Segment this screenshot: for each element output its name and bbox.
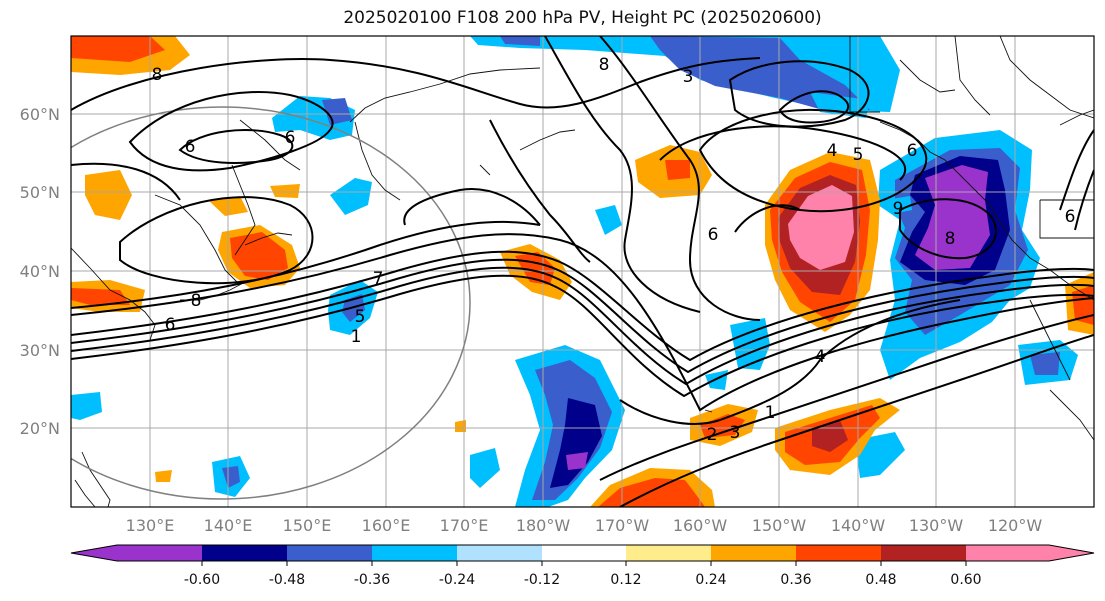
colorbar-swatch bbox=[626, 545, 711, 561]
lat-label: 40°N bbox=[20, 262, 60, 281]
colorbar-swatch bbox=[796, 545, 881, 561]
lon-label: 160°W bbox=[673, 516, 728, 535]
lon-label: 180°W bbox=[516, 516, 571, 535]
lon-label: 150°E bbox=[283, 516, 332, 535]
lon-label: 140°E bbox=[204, 516, 253, 535]
contour-label: 5 bbox=[355, 307, 366, 327]
map-frame bbox=[70, 35, 1095, 508]
coastlines bbox=[71, 36, 1094, 507]
colorbar-tick-label: -0.24 bbox=[439, 572, 475, 588]
colorbar-swatch bbox=[71, 545, 202, 561]
contour-label: 1 bbox=[351, 327, 362, 347]
contour-label: 6 bbox=[708, 225, 719, 245]
colorbar-swatch bbox=[711, 545, 796, 561]
colorbar-outline bbox=[70, 544, 1095, 562]
colorbar-swatch bbox=[542, 545, 626, 561]
contour-label: 1 bbox=[765, 403, 776, 423]
lat-label: 30°N bbox=[20, 341, 60, 360]
lon-label: 130°W bbox=[909, 516, 964, 535]
contour-label: 6 bbox=[1065, 207, 1076, 227]
reference-circle bbox=[71, 106, 471, 500]
lat-label: 50°N bbox=[20, 183, 60, 202]
colorbar-swatch bbox=[287, 545, 372, 561]
contour-label: 6 bbox=[185, 137, 196, 157]
lat-label: 20°N bbox=[20, 419, 60, 438]
lon-label: 150°W bbox=[752, 516, 807, 535]
lon-label: 120°W bbox=[988, 516, 1043, 535]
colorbar-tick-label: 0.48 bbox=[865, 572, 896, 588]
colorbar-tick-label: -0.36 bbox=[354, 572, 390, 588]
lon-label: 170°E bbox=[440, 516, 489, 535]
contour-label: 3 bbox=[683, 67, 694, 87]
latitude-labels: 60°N 50°N 40°N 30°N 20°N bbox=[20, 105, 60, 438]
colorbar-tick-label: -0.48 bbox=[269, 572, 305, 588]
map-title: 2025020100 F108 200 hPa PV, Height PC (2… bbox=[343, 8, 822, 28]
longitude-labels: 130°E 140°E 150°E 160°E 170°E 180°W 170°… bbox=[126, 516, 1043, 535]
contour-label: 6 bbox=[165, 315, 176, 335]
colorbar-swatch bbox=[372, 545, 457, 561]
colorbar-tick-label: -0.60 bbox=[184, 572, 220, 588]
contour-label: 6 bbox=[907, 141, 918, 161]
colorbar-tick-label: 0.60 bbox=[950, 572, 981, 588]
colorbar-swatch bbox=[881, 545, 966, 561]
colorbar-tick-label: -0.12 bbox=[524, 572, 560, 588]
contour-label: 3 bbox=[730, 423, 741, 443]
height-contours bbox=[71, 36, 1094, 507]
contour-label: 7 bbox=[373, 269, 384, 289]
colorbar-swatch bbox=[202, 545, 287, 561]
contour-label: 2 bbox=[707, 425, 718, 445]
contour-label: 4 bbox=[827, 141, 838, 161]
lon-label: 160°E bbox=[362, 516, 411, 535]
colorbar-tick-label: 0.12 bbox=[610, 572, 641, 588]
colorbar: -0.60 -0.48 -0.36 -0.24 -0.12 0.12 0.24 … bbox=[70, 544, 1095, 588]
contour-label: 5 bbox=[853, 145, 864, 165]
contour-label: 8 bbox=[945, 229, 956, 249]
lon-label: 170°W bbox=[595, 516, 650, 535]
colorbar-tick-label: 0.24 bbox=[695, 572, 726, 588]
contour-label: 6 bbox=[285, 128, 296, 148]
contour-labels: 8 6 6 7 5 1 6 6 3 4 5 6 8 9 8 6 4 1 3 2 … bbox=[152, 55, 1076, 445]
contour-label: 8 bbox=[152, 65, 163, 85]
map-panel: 8 6 6 7 5 1 6 6 3 4 5 6 8 9 8 6 4 1 3 2 … bbox=[71, 36, 1094, 507]
contour-label: 8 bbox=[599, 55, 610, 75]
lat-label: 60°N bbox=[20, 105, 60, 124]
map-gridlines bbox=[71, 36, 1094, 507]
contour-label: 4 bbox=[815, 347, 826, 367]
contour-label: 8 bbox=[191, 291, 202, 311]
contour-label: 9 bbox=[893, 199, 904, 219]
lon-label: 140°W bbox=[831, 516, 886, 535]
lon-label: 130°E bbox=[126, 516, 175, 535]
colorbar-swatch bbox=[966, 545, 1094, 561]
colorbar-swatch bbox=[457, 545, 542, 561]
colorbar-tick-label: 0.36 bbox=[780, 572, 811, 588]
